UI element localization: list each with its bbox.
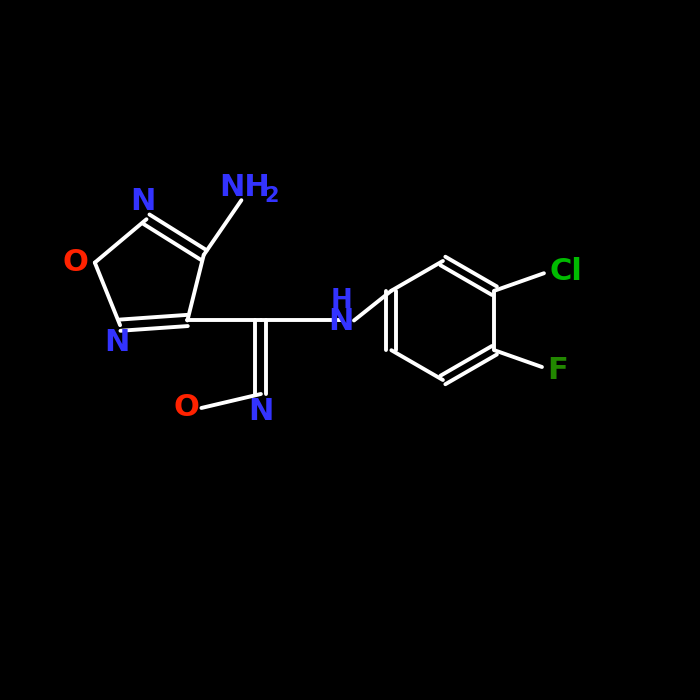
Text: F: F (547, 356, 568, 385)
Text: H: H (330, 288, 352, 314)
Text: N: N (130, 187, 155, 216)
Text: O: O (62, 248, 88, 277)
Text: NH: NH (220, 173, 270, 202)
Text: Cl: Cl (550, 258, 583, 286)
Text: 2: 2 (264, 186, 279, 206)
Text: N: N (248, 397, 274, 426)
Text: O: O (173, 393, 199, 423)
Text: N: N (329, 307, 354, 337)
Text: N: N (104, 328, 130, 357)
